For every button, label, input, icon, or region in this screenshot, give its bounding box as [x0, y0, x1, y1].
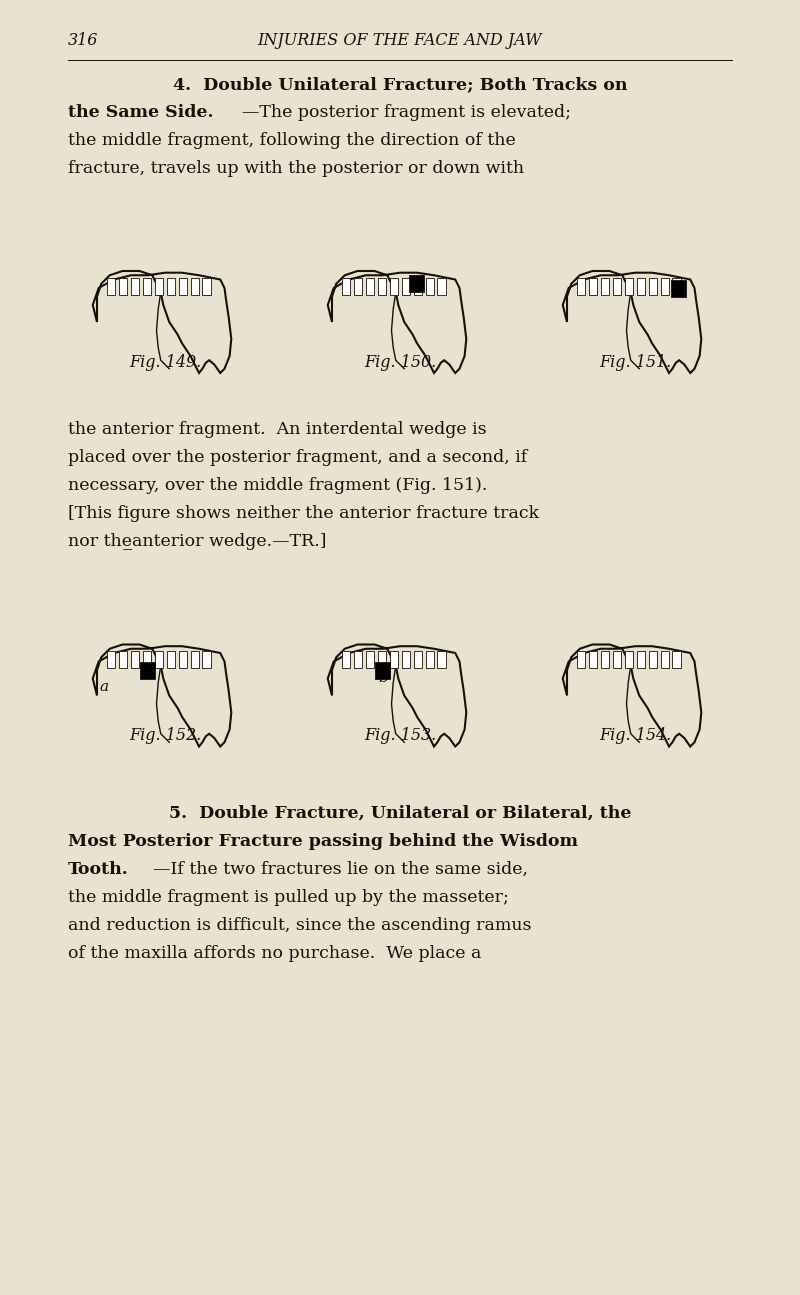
Text: a: a: [99, 680, 108, 694]
Bar: [143, 278, 151, 295]
Bar: [155, 651, 163, 668]
Bar: [202, 278, 210, 295]
Text: Fig. 153.: Fig. 153.: [364, 728, 436, 745]
Text: 5.  Double Fracture, Unilateral or Bilateral, the: 5. Double Fracture, Unilateral or Bilate…: [169, 805, 631, 822]
Bar: [131, 278, 139, 295]
Bar: [139, 662, 155, 679]
Polygon shape: [562, 645, 702, 746]
Text: Fig. 154.: Fig. 154.: [599, 728, 671, 745]
Bar: [649, 651, 657, 668]
Bar: [661, 278, 669, 295]
Bar: [438, 651, 446, 668]
Text: the Same Side.: the Same Side.: [68, 104, 214, 120]
Text: fracture, travels up with the posterior or down with: fracture, travels up with the posterior …: [68, 161, 524, 177]
Bar: [378, 651, 386, 668]
Bar: [613, 651, 621, 668]
Bar: [190, 278, 198, 295]
Polygon shape: [328, 271, 466, 373]
Bar: [366, 651, 374, 668]
Text: Fig. 149.: Fig. 149.: [129, 354, 201, 370]
Bar: [649, 278, 657, 295]
Bar: [426, 278, 434, 295]
Text: 4.  Double Unilateral Fracture; Both Tracks on: 4. Double Unilateral Fracture; Both Trac…: [173, 76, 627, 93]
Bar: [637, 278, 645, 295]
Text: necessary, over the middle fragment (Fig. 151).: necessary, over the middle fragment (Fig…: [68, 478, 487, 495]
Bar: [119, 651, 127, 668]
Bar: [390, 651, 398, 668]
Polygon shape: [93, 271, 231, 373]
Bar: [342, 651, 350, 668]
Bar: [613, 278, 621, 295]
Text: nor the̲anterior wedge.—TR.]: nor the̲anterior wedge.—TR.]: [68, 534, 326, 550]
Text: [This figure shows neither the anterior fracture track: [This figure shows neither the anterior …: [68, 505, 539, 522]
Bar: [601, 278, 609, 295]
Bar: [426, 651, 434, 668]
Text: Fig. 150.: Fig. 150.: [364, 354, 436, 370]
Polygon shape: [93, 645, 231, 746]
Bar: [107, 651, 115, 668]
Bar: [354, 651, 362, 668]
Bar: [390, 278, 398, 295]
Text: the anterior fragment.  An interdental wedge is: the anterior fragment. An interdental we…: [68, 421, 486, 439]
Bar: [589, 278, 598, 295]
Bar: [414, 651, 422, 668]
Bar: [143, 651, 151, 668]
Bar: [190, 651, 198, 668]
Text: Tooth.: Tooth.: [68, 861, 129, 878]
Polygon shape: [562, 271, 702, 373]
Text: of the maxilla affords no purchase.  We place a: of the maxilla affords no purchase. We p…: [68, 945, 482, 962]
Bar: [414, 278, 422, 295]
Text: 316: 316: [68, 32, 98, 49]
Bar: [366, 278, 374, 295]
Text: Fig. 152.: Fig. 152.: [129, 728, 201, 745]
Bar: [374, 662, 390, 679]
Bar: [131, 651, 139, 668]
Bar: [625, 278, 633, 295]
Bar: [166, 278, 175, 295]
Text: placed over the posterior fragment, and a second, if: placed over the posterior fragment, and …: [68, 449, 527, 466]
Bar: [402, 278, 410, 295]
Bar: [354, 278, 362, 295]
Bar: [601, 651, 609, 668]
Text: and reduction is difficult, since the ascending ramus: and reduction is difficult, since the as…: [68, 917, 531, 934]
Text: the middle fragment, following the direction of the: the middle fragment, following the direc…: [68, 132, 516, 149]
Text: b: b: [378, 672, 388, 685]
Bar: [107, 278, 115, 295]
Bar: [342, 278, 350, 295]
Text: Fig. 151.: Fig. 151.: [599, 354, 671, 370]
Bar: [155, 278, 163, 295]
Bar: [178, 278, 186, 295]
Bar: [672, 278, 681, 295]
Bar: [589, 651, 598, 668]
Text: the middle fragment is pulled up by the masseter;: the middle fragment is pulled up by the …: [68, 888, 509, 906]
Bar: [661, 651, 669, 668]
Bar: [119, 278, 127, 295]
Bar: [402, 651, 410, 668]
Bar: [202, 651, 210, 668]
Bar: [409, 276, 424, 293]
Text: INJURIES OF THE FACE AND JAW: INJURIES OF THE FACE AND JAW: [258, 32, 542, 49]
Text: —If the two fractures lie on the same side,: —If the two fractures lie on the same si…: [153, 861, 528, 878]
Bar: [672, 651, 681, 668]
Bar: [578, 278, 586, 295]
Text: Most Posterior Fracture passing behind the Wisdom: Most Posterior Fracture passing behind t…: [68, 833, 578, 850]
Bar: [670, 280, 686, 297]
Bar: [378, 278, 386, 295]
Polygon shape: [328, 645, 466, 746]
Bar: [166, 651, 175, 668]
Bar: [578, 651, 586, 668]
Bar: [438, 278, 446, 295]
Bar: [637, 651, 645, 668]
Text: —The posterior fragment is elevated;: —The posterior fragment is elevated;: [242, 104, 571, 120]
Bar: [178, 651, 186, 668]
Bar: [625, 651, 633, 668]
